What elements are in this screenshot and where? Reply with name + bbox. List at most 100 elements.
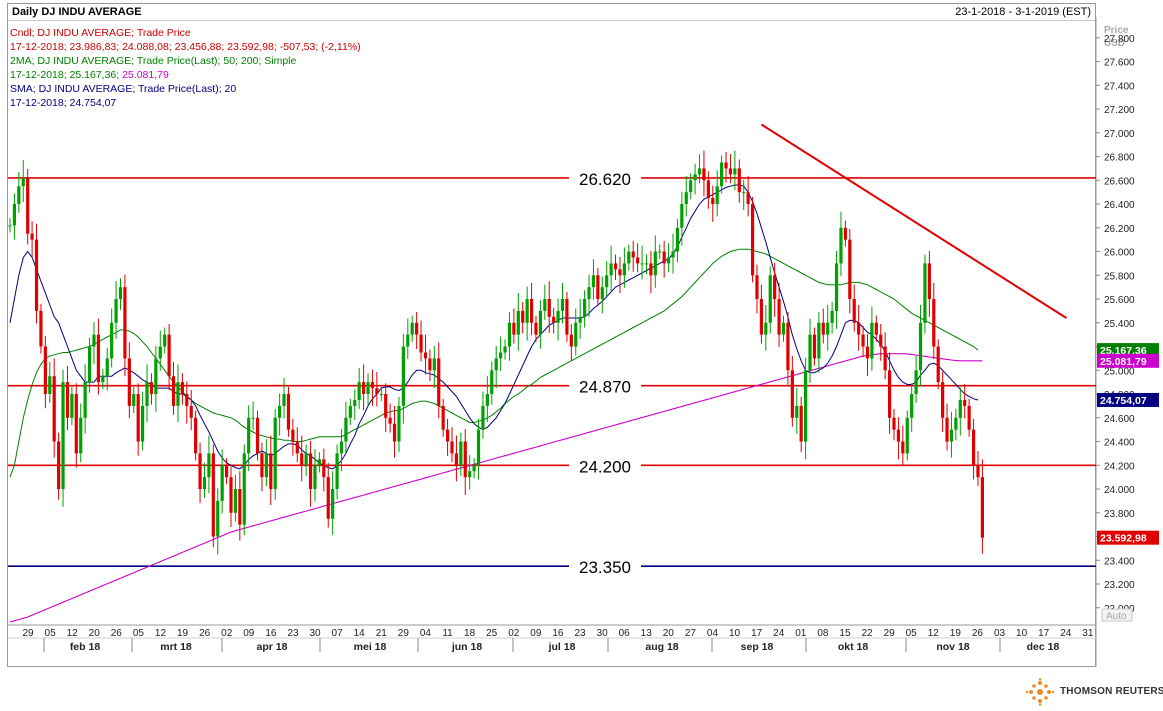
legend-ma-series: 2MA; DJ INDU AVERAGE; Trade Price(Last);…: [10, 55, 297, 67]
y-tick-label: 26.800: [1104, 153, 1135, 164]
candle-body: [392, 423, 397, 442]
candle-body: [189, 405, 193, 418]
candle-body: [70, 394, 74, 418]
candle-body: [941, 382, 945, 418]
candle-body: [251, 417, 255, 419]
legend-sma-series: SMA; DJ INDU AVERAGE; Trade Price(Last);…: [10, 83, 237, 95]
y-tick-label: 25.000: [1104, 366, 1135, 377]
price-tag-label: 24.754,07: [1100, 395, 1147, 407]
candle-body: [322, 459, 326, 478]
day-tick-label: 02: [508, 628, 520, 639]
candle-body: [914, 370, 918, 395]
candle-body: [538, 310, 542, 335]
candle-body: [556, 310, 560, 323]
y-tick-label: 27.800: [1104, 34, 1135, 45]
candle-body: [923, 263, 927, 323]
candle-body: [896, 429, 901, 442]
day-tick-label: 29: [22, 628, 34, 639]
candle-body: [260, 453, 264, 478]
day-tick-label: 01: [795, 628, 807, 639]
brand-name: THOMSON REUTERS: [1060, 686, 1163, 697]
candle-body: [852, 299, 856, 323]
candle-body: [401, 346, 405, 406]
day-tick-label: 29: [884, 628, 896, 639]
candle-body: [428, 358, 432, 371]
candle-body: [521, 310, 525, 323]
candle-body: [605, 275, 609, 288]
candle-body: [472, 465, 476, 472]
candle-body: [622, 263, 626, 276]
candle-body: [286, 394, 291, 430]
day-tick-label: 17: [1038, 628, 1050, 639]
candle-body: [406, 334, 410, 347]
candle-body: [887, 370, 892, 418]
candle-body: [569, 334, 573, 347]
day-tick-label: 30: [597, 628, 609, 639]
day-tick-label: 31: [1082, 628, 1094, 639]
candle-body: [335, 453, 339, 490]
chart-frame: Daily DJ INDU AVERAGE 23-1-2018 - 3-1-20…: [7, 3, 1096, 667]
auto-scale-button[interactable]: [1101, 608, 1133, 622]
candle-body: [817, 322, 821, 359]
day-tick-label: 15: [839, 628, 851, 639]
candle-body: [631, 251, 635, 258]
day-tick-label: 22: [861, 628, 873, 639]
candle-body: [375, 388, 379, 395]
day-tick-label: 13: [641, 628, 653, 639]
day-tick-label: 04: [707, 628, 719, 639]
candle-body: [357, 382, 361, 400]
candle-body: [658, 251, 662, 253]
sma20-line: [9, 184, 979, 470]
candle-body: [224, 465, 229, 478]
candle-body: [764, 322, 768, 335]
candle-body: [649, 263, 653, 276]
candle-body: [291, 429, 295, 442]
candle-body: [967, 405, 971, 430]
candle-body: [870, 322, 874, 359]
day-tick-label: 16: [552, 628, 564, 639]
day-tick-label: 25: [486, 628, 498, 639]
candle-body: [609, 263, 613, 276]
candle-body: [503, 346, 507, 353]
candle-body: [552, 316, 556, 323]
candle-body: [8, 225, 12, 227]
candle-body: [362, 382, 366, 395]
candle-body: [313, 465, 317, 490]
candle-body: [759, 299, 763, 335]
candle-body: [118, 287, 123, 300]
candle-body: [680, 204, 684, 228]
chart-header: Daily DJ INDU AVERAGE 23-1-2018 - 3-1-20…: [8, 4, 1095, 21]
candle-body: [388, 417, 392, 424]
candle-body: [777, 299, 781, 335]
candle-body: [415, 322, 419, 335]
candle-body: [348, 405, 352, 418]
candle-body: [843, 227, 847, 240]
day-tick-label: 17: [751, 628, 763, 639]
candle-body: [163, 334, 167, 347]
candle-body: [627, 251, 631, 264]
candle-body: [269, 453, 273, 490]
month-label: mrt 18: [160, 641, 192, 653]
candle-body: [167, 334, 171, 377]
day-tick-label: 11: [442, 628, 453, 639]
day-tick-label: 06: [619, 628, 631, 639]
y-tick-label: 23.800: [1104, 509, 1135, 520]
candle-body: [476, 429, 481, 466]
candle-body: [910, 394, 914, 418]
candle-body: [419, 334, 423, 353]
candle-body: [30, 233, 34, 240]
candle-body: [618, 269, 622, 276]
brand: THOMSON REUTERS: [1024, 678, 1163, 706]
legend-sma-value: 17-12-2018; 24.754,07: [10, 97, 117, 109]
y-tick-label: 25.600: [1104, 295, 1135, 306]
candle-body: [834, 263, 839, 311]
candle-body: [768, 275, 772, 323]
candle-body: [459, 441, 463, 466]
candle-body: [547, 299, 551, 317]
candle-body: [463, 441, 467, 478]
candle-body: [901, 441, 905, 454]
candle-body: [194, 417, 198, 454]
candle-body: [366, 382, 370, 395]
day-tick-label: 30: [309, 628, 321, 639]
candle-body: [666, 257, 671, 264]
